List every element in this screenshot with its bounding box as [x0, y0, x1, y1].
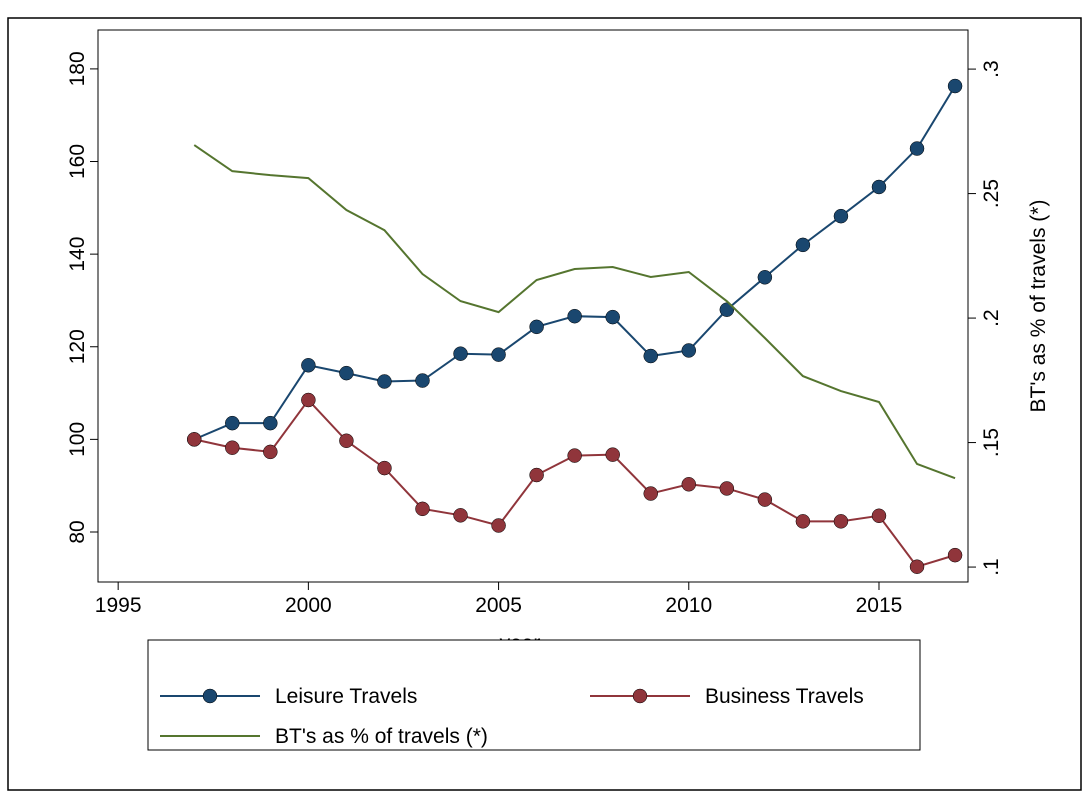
point [491, 347, 506, 362]
point [339, 365, 354, 381]
point [719, 302, 735, 317]
point [377, 460, 392, 476]
point [301, 358, 316, 373]
point [947, 547, 963, 563]
y-tick-label: 180 [66, 51, 89, 86]
point [529, 319, 544, 335]
y2-tick-label: .2 [980, 309, 1003, 327]
y2-tick-label: .15 [980, 428, 1003, 457]
point [415, 373, 430, 388]
point [263, 444, 278, 460]
point [453, 346, 468, 361]
y2-tick-label: .25 [980, 179, 1003, 208]
legend-label: Business Travels [705, 685, 864, 708]
point [871, 179, 887, 195]
y-tick-label: 140 [66, 237, 89, 272]
point [453, 508, 468, 523]
y-tick-label: 100 [66, 422, 89, 457]
point [643, 348, 658, 364]
legend-marker [202, 688, 218, 704]
x-tick-label: 2015 [856, 594, 903, 617]
x-tick-label: 1995 [95, 594, 142, 617]
legend-box [147, 639, 921, 751]
point [757, 492, 773, 507]
legend-label: Leisure Travels [275, 685, 417, 708]
point [795, 237, 811, 253]
point [909, 141, 925, 156]
x-tick-label: 2005 [475, 594, 522, 617]
point [377, 374, 392, 389]
point [681, 343, 697, 358]
point [833, 208, 849, 224]
point [263, 415, 278, 431]
point [833, 514, 849, 529]
point [186, 432, 202, 447]
y-tick-label: 80 [66, 520, 89, 543]
legend-marker [632, 688, 648, 704]
point [301, 392, 316, 408]
x-tick-label: 2000 [285, 594, 332, 617]
y-tick-label: 120 [66, 329, 89, 364]
point [605, 309, 620, 325]
point [909, 559, 925, 574]
point [719, 481, 735, 496]
point [567, 448, 582, 463]
point [605, 447, 620, 462]
point [757, 270, 773, 285]
plot-area [97, 29, 969, 583]
y2-tick-label: .1 [980, 558, 1003, 576]
y-tick-label: 160 [66, 144, 89, 179]
legend-label: BT's as % of travels (*) [275, 725, 488, 748]
point [795, 514, 811, 529]
y2-axis-title: BT's as % of travels (*) [1027, 200, 1050, 413]
point [681, 477, 697, 492]
point [225, 440, 240, 455]
point [529, 467, 544, 483]
point [339, 433, 354, 449]
point [643, 486, 658, 501]
point [415, 501, 430, 517]
point [225, 415, 240, 431]
series-line [193, 144, 956, 480]
point [947, 78, 963, 94]
y2-tick-label: .3 [980, 60, 1003, 78]
point [491, 518, 506, 533]
point [567, 308, 582, 324]
point [871, 508, 887, 524]
x-tick-label: 2010 [665, 594, 712, 617]
